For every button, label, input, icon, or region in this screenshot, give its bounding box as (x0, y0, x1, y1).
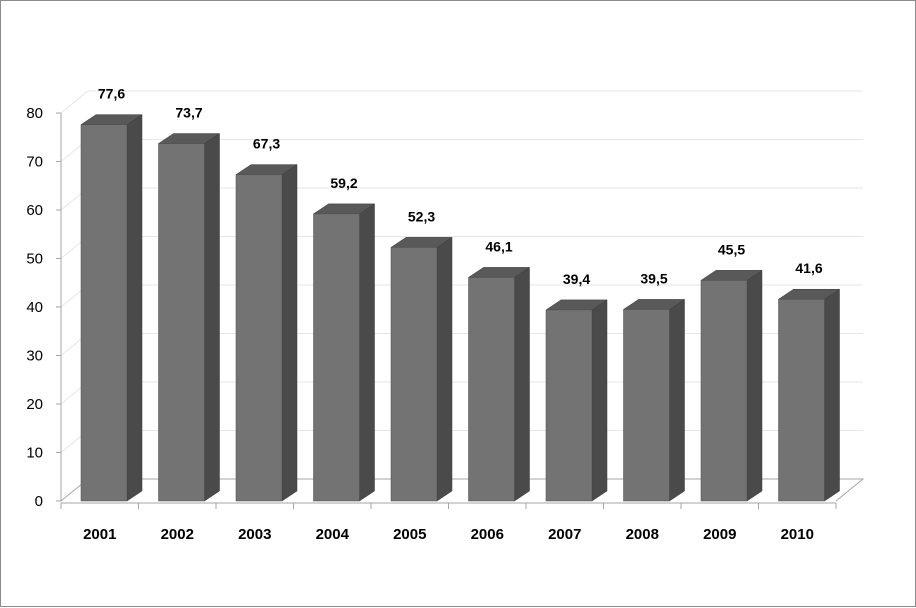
data-label: 52,3 (408, 208, 435, 224)
labels: 77,6 2001 73,7 2002 67,3 2003 59,2 2004 52,3 2005… (83, 86, 823, 543)
bar-side (281, 164, 298, 502)
bar-side (359, 203, 375, 502)
bar-2007 (545, 299, 608, 502)
bar-2010 (777, 288, 841, 502)
data-label: 39,4 (563, 271, 590, 287)
bar-front (158, 143, 205, 502)
bar-side (824, 288, 840, 502)
bar-front (80, 124, 128, 502)
bar-side (204, 133, 220, 502)
bars (80, 114, 841, 502)
x-category-label: 2001 (83, 526, 116, 543)
bar-front (313, 213, 360, 502)
bar-2002 (157, 133, 221, 502)
y-tick-label: 80 (26, 105, 43, 122)
bar-front (700, 280, 748, 502)
bar-side (591, 299, 608, 502)
bar-2001 (80, 114, 143, 502)
y-tick-label: 0 (35, 493, 43, 510)
y-tick-label: 30 (26, 348, 43, 365)
bar-2003 (235, 164, 298, 502)
bar-2004 (312, 203, 376, 502)
bar-front (235, 174, 283, 502)
data-label: 73,7 (175, 105, 202, 121)
bar-side (436, 236, 453, 502)
data-label: 41,6 (795, 260, 822, 276)
y-tick-label: 40 (26, 299, 43, 316)
x-category-label: 2008 (626, 526, 659, 543)
x-category-label: 2010 (781, 526, 814, 543)
x-category-label: 2004 (316, 526, 350, 543)
data-label: 39,5 (640, 270, 667, 286)
bar-side (126, 114, 143, 502)
y-tick-label: 60 (26, 202, 43, 219)
bar-2008 (622, 298, 686, 502)
x-category-label: 2005 (393, 526, 426, 543)
bar-2009 (700, 269, 763, 502)
x-category-label: 2009 (703, 526, 736, 543)
bar-front (390, 247, 438, 502)
bar-side (514, 266, 530, 502)
data-label: 67,3 (253, 136, 280, 152)
data-label: 59,2 (330, 175, 357, 191)
x-category-label: 2003 (238, 526, 271, 543)
bar-front (468, 277, 515, 502)
bar-front (623, 309, 670, 502)
bar-front (545, 309, 593, 502)
bar-2005 (390, 236, 453, 502)
y-tick-label: 10 (26, 445, 43, 462)
data-label: 77,6 (98, 86, 125, 102)
data-label: 46,1 (485, 238, 512, 254)
bar-side (746, 269, 763, 502)
x-category-label: 2006 (471, 526, 504, 543)
bar-front (778, 298, 825, 502)
x-category-label: 2002 (161, 526, 194, 543)
bar-2006 (467, 266, 531, 502)
y-tick-label: 50 (26, 251, 43, 268)
gridline-depth (60, 90, 89, 114)
y-tick-label: 70 (26, 154, 43, 171)
bar-side (669, 298, 685, 502)
y-tick-label: 20 (26, 396, 43, 413)
data-label: 45,5 (718, 241, 745, 257)
x-category-label: 2007 (548, 526, 581, 543)
